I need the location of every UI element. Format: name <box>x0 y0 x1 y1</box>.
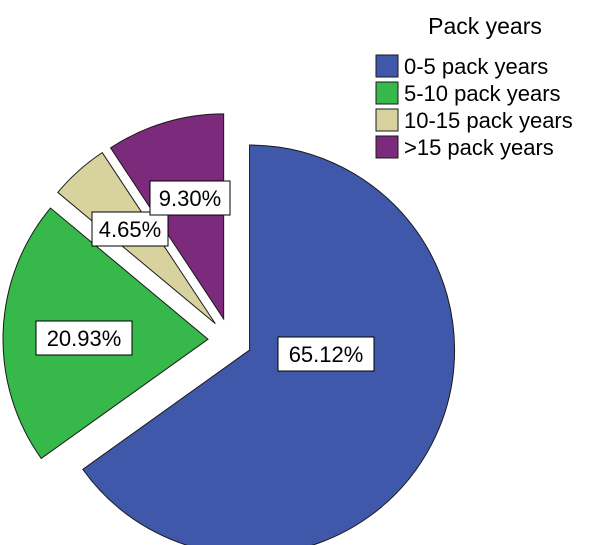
data-label: 65.12% <box>277 336 375 372</box>
pie-slice <box>82 144 456 545</box>
data-label: 4.65% <box>91 211 169 247</box>
data-label: 9.30% <box>149 180 231 216</box>
legend-swatch <box>375 54 399 78</box>
data-labels-layer: 65.12% 20.93% 4.65% 9.30% <box>35 180 375 372</box>
legend-item: 5-10 pack years <box>375 81 561 106</box>
data-label-text: 65.12% <box>289 342 364 367</box>
legend-swatch <box>375 135 399 159</box>
legend-swatch <box>375 108 399 132</box>
data-label-box <box>35 320 133 356</box>
data-label: 20.93% <box>35 320 133 356</box>
legend-title: Pack years <box>428 13 542 39</box>
legend-label: >15 pack years <box>404 135 554 160</box>
data-label-text: 9.30% <box>159 186 221 211</box>
legend-label: 5-10 pack years <box>404 81 561 106</box>
legend-item: >15 pack years <box>375 135 554 160</box>
legend-item: 0-5 pack years <box>375 54 548 79</box>
data-label-box <box>91 211 169 247</box>
data-label-text: 4.65% <box>99 217 161 242</box>
legend-label: 10-15 pack years <box>404 108 573 133</box>
legend-label: 0-5 pack years <box>404 54 548 79</box>
legend-item: 10-15 pack years <box>375 108 573 133</box>
legend-swatch <box>375 81 399 105</box>
data-label-text: 20.93% <box>47 326 122 351</box>
data-label-box <box>277 336 375 372</box>
data-label-box <box>149 180 231 216</box>
